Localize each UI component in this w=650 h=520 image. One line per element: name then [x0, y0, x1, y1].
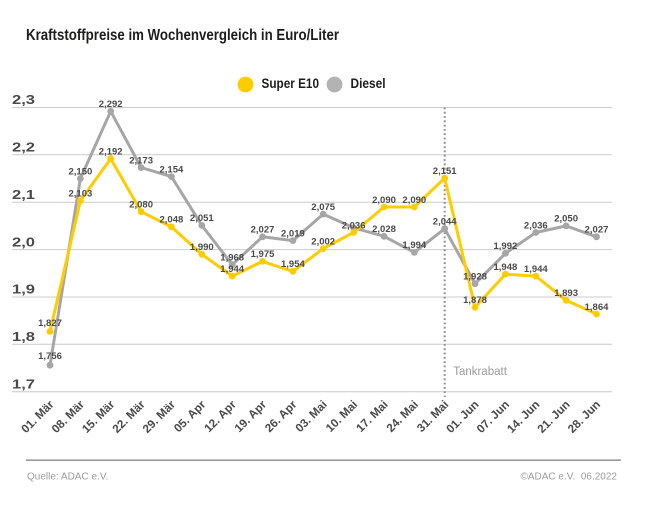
svg-text:1,8: 1,8	[12, 330, 35, 344]
svg-text:Kraftstoffpreise im Wochenverg: Kraftstoffpreise im Wochenvergleich in E…	[26, 27, 339, 44]
svg-text:1,928: 1,928	[463, 272, 487, 283]
svg-text:2,080: 2,080	[129, 200, 153, 211]
svg-text:2,292: 2,292	[99, 99, 123, 110]
svg-text:2,044: 2,044	[433, 217, 457, 228]
svg-text:1,878: 1,878	[463, 295, 487, 306]
svg-text:2,1: 2,1	[12, 188, 35, 202]
svg-text:2,192: 2,192	[99, 146, 123, 157]
svg-text:2,103: 2,103	[69, 189, 93, 200]
svg-text:1,827: 1,827	[38, 318, 62, 329]
svg-text:Quelle: ADAC e.V.: Quelle: ADAC e.V.	[27, 472, 108, 483]
svg-text:2,3: 2,3	[12, 93, 35, 107]
svg-text:2,051: 2,051	[190, 213, 214, 224]
svg-text:1,948: 1,948	[494, 262, 518, 273]
svg-text:Tankrabatt: Tankrabatt	[453, 366, 508, 378]
svg-text:2,075: 2,075	[311, 202, 335, 213]
svg-text:2,019: 2,019	[281, 228, 305, 239]
svg-text:2,2: 2,2	[12, 141, 35, 155]
svg-text:1,954: 1,954	[281, 259, 305, 270]
svg-text:2,090: 2,090	[402, 195, 426, 206]
svg-text:1,994: 1,994	[402, 240, 426, 251]
svg-text:1,944: 1,944	[220, 264, 244, 275]
svg-text:2,048: 2,048	[160, 215, 184, 226]
svg-text:1,7: 1,7	[12, 377, 35, 391]
svg-text:1,992: 1,992	[494, 241, 518, 252]
svg-text:1,893: 1,893	[554, 288, 578, 299]
svg-text:2,0: 2,0	[12, 235, 35, 249]
svg-text:1,756: 1,756	[38, 351, 62, 362]
svg-text:1,968: 1,968	[220, 253, 244, 264]
svg-text:2,050: 2,050	[554, 214, 578, 225]
svg-text:2,151: 2,151	[433, 166, 457, 177]
svg-text:1,944: 1,944	[524, 264, 548, 275]
svg-text:1,975: 1,975	[251, 249, 275, 260]
svg-text:2,154: 2,154	[160, 164, 184, 175]
svg-text:1,990: 1,990	[190, 242, 214, 253]
svg-text:2,028: 2,028	[372, 224, 396, 235]
svg-text:1,864: 1,864	[585, 302, 609, 313]
svg-text:2,002: 2,002	[311, 236, 335, 247]
svg-text:©ADAC e.V. 06.2022: ©ADAC e.V. 06.2022	[520, 472, 617, 483]
svg-text:2,027: 2,027	[585, 225, 609, 236]
svg-text:2,027: 2,027	[251, 225, 275, 236]
svg-text:1,9: 1,9	[12, 283, 35, 297]
svg-text:2,173: 2,173	[129, 155, 153, 166]
svg-text:Diesel: Diesel	[351, 76, 386, 91]
svg-text:2,036: 2,036	[524, 220, 548, 231]
svg-text:2,150: 2,150	[69, 166, 93, 177]
svg-text:2,090: 2,090	[372, 195, 396, 206]
svg-text:Super E10: Super E10	[262, 76, 320, 91]
svg-text:2,036: 2,036	[342, 220, 366, 231]
